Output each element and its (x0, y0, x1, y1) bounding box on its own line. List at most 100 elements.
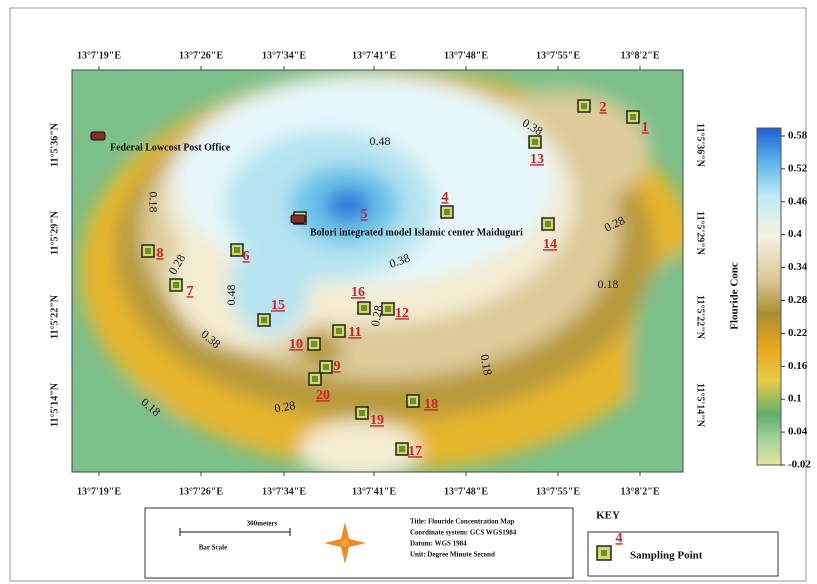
sampling-icon-inner (359, 410, 365, 416)
colorbar-tick-label: 0.1 (788, 393, 802, 405)
sampling-icon-inner (311, 341, 317, 347)
sampling-icon-inner (410, 398, 416, 404)
sampling-icon-inner (545, 221, 551, 227)
sampling-icon-inner (385, 306, 391, 312)
key-box (587, 531, 779, 577)
sampling-point-label: 17 (408, 444, 422, 459)
colorbar-tick-label: 0.4 (788, 228, 802, 240)
sampling-icon-inner (234, 247, 240, 253)
x-label-bottom: 13°7'26"E (179, 486, 223, 497)
sampling-point-label: 15 (271, 298, 285, 313)
key-title: KEY (596, 510, 620, 522)
sampling-point-label: 6 (243, 249, 250, 264)
y-label-right: 11°5'22"N (695, 295, 706, 340)
sampling-point-label: 9 (334, 359, 341, 374)
bar-scale-label: Bar Scale (199, 544, 227, 552)
colorbar-tick-label: -0.02 (788, 459, 811, 471)
sampling-icon-inner (630, 114, 636, 120)
north-arrow-center (341, 539, 349, 547)
colorbar-tick-label: 0.52 (788, 162, 808, 174)
sampling-icon-inner (323, 364, 329, 370)
key-number: 4 (616, 531, 623, 546)
contour-label: 0.28 (368, 304, 385, 327)
y-label-left: 11°5'22"N (49, 294, 60, 339)
sampling-icon-inner (173, 282, 179, 288)
key-label: Sampling Point (630, 550, 703, 562)
place-icon (90, 131, 106, 141)
sampling-point-label: 12 (395, 306, 409, 321)
sampling-point-label: 16 (351, 285, 365, 300)
colorbar-tick-label: 0.28 (788, 294, 808, 306)
x-label-bottom: 13°7'55"E (536, 486, 580, 497)
x-label-top: 13°7'19"E (77, 50, 121, 61)
contour-label: 0.28 (273, 398, 296, 415)
sampling-icon-inner (312, 376, 318, 382)
x-label-top: 13°7'26"E (179, 50, 223, 61)
contour-label: 0.38 (387, 251, 412, 271)
sampling-point-label: 18 (424, 397, 438, 412)
colorbar (756, 127, 782, 466)
sampling-icon-inner (444, 209, 450, 215)
sampling-icon-inner (399, 446, 405, 452)
map-info: Datum: WGS 1984 (410, 540, 467, 548)
x-label-top: 13°7'41"E (352, 50, 396, 61)
x-label-top: 13°7'48"E (444, 50, 488, 61)
y-label-left: 11°5'36"N (49, 122, 60, 167)
sampling-icon-inner (145, 248, 151, 254)
y-label-right: 11°5'29"N (695, 211, 706, 256)
sampling-point-label: 7 (187, 284, 194, 299)
colorbar-title: Flouride Conc (729, 262, 741, 330)
sampling-icon-inner (261, 317, 267, 323)
sampling-point-label: 20 (316, 388, 330, 403)
sampling-point-label: 13 (530, 152, 544, 167)
contour-label: 0.18 (146, 192, 160, 213)
x-label-bottom: 13°7'48"E (444, 486, 488, 497)
sampling-point-label: 14 (543, 237, 557, 252)
sampling-point-label: 2 (600, 100, 607, 115)
x-label-top: 13°7'34"E (262, 50, 306, 61)
x-label-top: 13°8'2"E (621, 50, 660, 61)
colorbar-tick-label: 0.22 (788, 327, 808, 339)
y-label-right: 11°5'14"N (695, 383, 706, 428)
sampling-point-label: 4 (442, 190, 449, 205)
contour-label: 0.18 (478, 353, 495, 376)
x-label-bottom: 13°7'41"E (352, 486, 396, 497)
colorbar-tick-label: 0.16 (788, 360, 808, 372)
sampling-point-label: 8 (157, 246, 164, 261)
sampling-point-label: 11 (348, 325, 361, 340)
colorbar-tick-label: 0.04 (788, 426, 808, 438)
key-icon-inner (601, 550, 607, 556)
map-info: Coordinate system: GCS WGS1984 (410, 529, 517, 537)
x-label-bottom: 13°7'19"E (77, 486, 121, 497)
y-label-right: 11°5'36"N (695, 123, 706, 168)
contour-label: 0.48 (224, 285, 238, 306)
x-label-bottom: 13°7'34"E (262, 486, 306, 497)
x-label-top: 13°7'55"E (536, 50, 580, 61)
sampling-point-label: 10 (289, 337, 303, 352)
sampling-icon-inner (581, 103, 587, 109)
place-label: Federal Lowcost Post Office (110, 142, 231, 153)
map-info: Title: Flouride Concentration Map (410, 518, 514, 526)
scale-label: 300meters (247, 520, 278, 528)
place-label: Bolori integrated model Islamic center M… (310, 227, 523, 238)
sampling-icon-inner (336, 328, 342, 334)
map-info: Unit: Degree Minute Second (410, 551, 495, 559)
contour-label: 0.48 (370, 134, 391, 148)
colorbar-tick-label: 0.46 (788, 195, 808, 207)
sampling-icon-inner (361, 305, 367, 311)
sampling-icon-inner (532, 139, 538, 145)
map-frame (71, 69, 684, 473)
x-label-bottom: 13°8'2"E (621, 486, 660, 497)
contour-label: 0.18 (598, 277, 619, 291)
colorbar-tick-label: 0.58 (788, 130, 808, 142)
page-border (9, 7, 807, 582)
sampling-point-label: 19 (370, 413, 384, 428)
sampling-point-label: 1 (642, 120, 649, 135)
contour-surface (72, 70, 683, 472)
y-label-left: 11°5'29"N (49, 210, 60, 255)
sampling-point-label: 5 (361, 207, 368, 222)
colorbar-tick-label: 0.34 (788, 261, 808, 273)
place-icon (290, 214, 306, 224)
y-label-left: 11°5'14"N (49, 382, 60, 427)
